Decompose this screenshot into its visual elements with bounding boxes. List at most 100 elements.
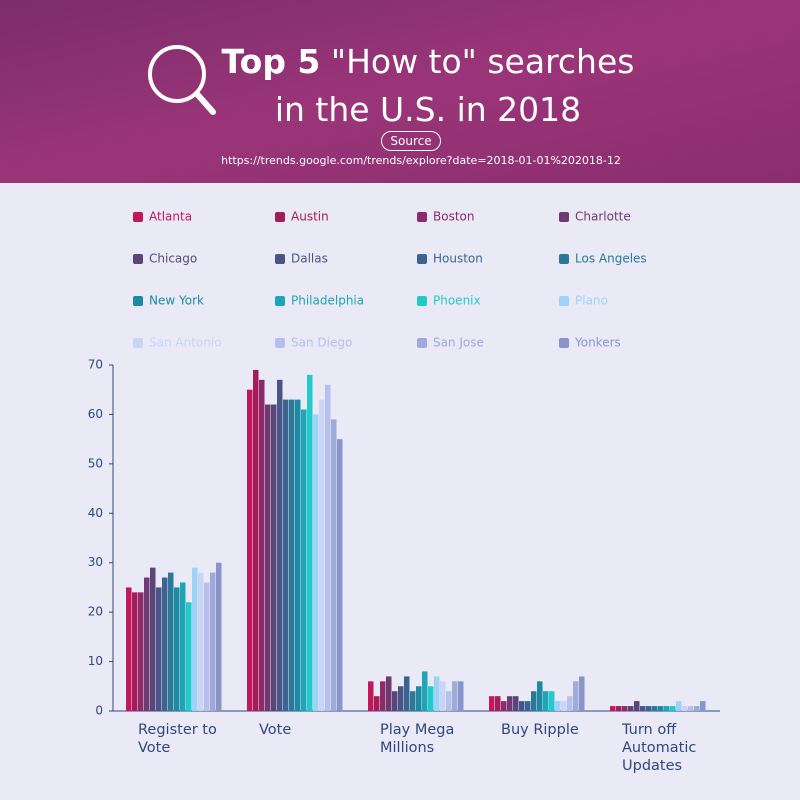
- x-tick-label: Buy Ripple: [501, 722, 579, 738]
- bar: [694, 706, 700, 711]
- bar: [192, 567, 198, 711]
- legend-label: Charlotte: [575, 210, 631, 224]
- bar: [138, 592, 144, 711]
- bar: [180, 582, 186, 711]
- legend-swatch: [275, 296, 285, 306]
- legend-label: Phoenix: [433, 294, 481, 308]
- bar: [368, 681, 374, 711]
- bar: [452, 681, 458, 711]
- bar: [434, 676, 440, 711]
- legend-label: Austin: [291, 210, 329, 224]
- bar: [555, 701, 561, 711]
- source-url: https://trends.google.com/trends/explore…: [221, 154, 621, 167]
- bar: [380, 681, 386, 711]
- source-label: Source: [381, 131, 441, 151]
- bar: [489, 696, 495, 711]
- bar: [150, 567, 156, 711]
- bar: [567, 696, 573, 711]
- bar: [700, 701, 706, 711]
- bar: [525, 701, 531, 711]
- legend-swatch: [275, 212, 285, 222]
- bar: [634, 701, 640, 711]
- bar: [688, 706, 694, 711]
- search-icon: [148, 45, 216, 115]
- legend-swatch: [417, 296, 427, 306]
- bar: [422, 671, 428, 711]
- bar: [640, 706, 646, 711]
- legend-swatch: [275, 338, 285, 348]
- bar: [610, 706, 616, 711]
- header-background: [0, 0, 800, 183]
- legend-label: San Diego: [291, 336, 352, 350]
- legend-swatch: [133, 338, 143, 348]
- bar: [543, 691, 549, 711]
- bar: [579, 676, 585, 711]
- bar: [561, 701, 567, 711]
- legend-swatch: [559, 254, 569, 264]
- bar: [628, 706, 634, 711]
- y-tick-label: 0: [95, 704, 103, 718]
- bar: [573, 681, 579, 711]
- legend-label: San Jose: [433, 336, 484, 350]
- bar: [319, 399, 325, 711]
- bar: [440, 681, 446, 711]
- title-bold: Top 5: [221, 42, 321, 81]
- bar: [174, 587, 180, 711]
- x-tick-label: Turn off Automatic Updates: [622, 722, 697, 774]
- bar: [337, 439, 343, 711]
- chart-title: Top 5 "How to" searches in the U.S. in 2…: [218, 38, 638, 134]
- bar: [682, 706, 688, 711]
- bar: [646, 706, 652, 711]
- y-tick-label: 20: [88, 605, 103, 619]
- bar: [495, 696, 501, 711]
- legend-label: Dallas: [291, 252, 328, 266]
- legend-label: Boston: [433, 210, 474, 224]
- bar: [271, 404, 277, 711]
- bar: [144, 577, 150, 711]
- bar: [301, 409, 307, 711]
- legend-label: Philadelphia: [291, 294, 364, 308]
- y-tick-label: 40: [88, 506, 103, 520]
- bar: [277, 379, 283, 711]
- legend-swatch: [559, 296, 569, 306]
- x-tick-label: Play Mega Millions: [380, 722, 455, 756]
- legend-swatch: [559, 338, 569, 348]
- bar: [247, 389, 253, 711]
- bar: [537, 681, 543, 711]
- bar: [616, 706, 622, 711]
- x-tick-label: Vote: [259, 722, 292, 738]
- legend-swatch: [133, 254, 143, 264]
- bar: [386, 676, 392, 711]
- y-tick-label: 10: [88, 654, 103, 668]
- bar: [331, 419, 337, 711]
- bar: [652, 706, 658, 711]
- bar: [374, 696, 380, 711]
- y-tick-label: 30: [88, 555, 103, 569]
- legend-label: Yonkers: [574, 336, 621, 350]
- bar: [283, 399, 289, 711]
- bar: [265, 404, 271, 711]
- legend-swatch: [417, 338, 427, 348]
- bar: [676, 701, 682, 711]
- bar: [253, 369, 259, 711]
- legend-swatch: [417, 212, 427, 222]
- y-tick-label: 60: [88, 407, 103, 421]
- legend-swatch: [133, 212, 143, 222]
- bar: [392, 691, 398, 711]
- bar: [132, 592, 138, 711]
- legend-label: Los Angeles: [575, 252, 647, 266]
- bar: [156, 587, 162, 711]
- y-tick-label: 50: [88, 456, 103, 470]
- bar: [168, 572, 174, 711]
- bar: [501, 701, 507, 711]
- bar: [670, 706, 676, 711]
- bar: [507, 696, 513, 711]
- legend-label: Chicago: [149, 252, 197, 266]
- bar: [259, 379, 265, 711]
- legend-swatch: [133, 296, 143, 306]
- bar: [513, 696, 519, 711]
- bar: [446, 691, 452, 711]
- bar: [313, 414, 319, 711]
